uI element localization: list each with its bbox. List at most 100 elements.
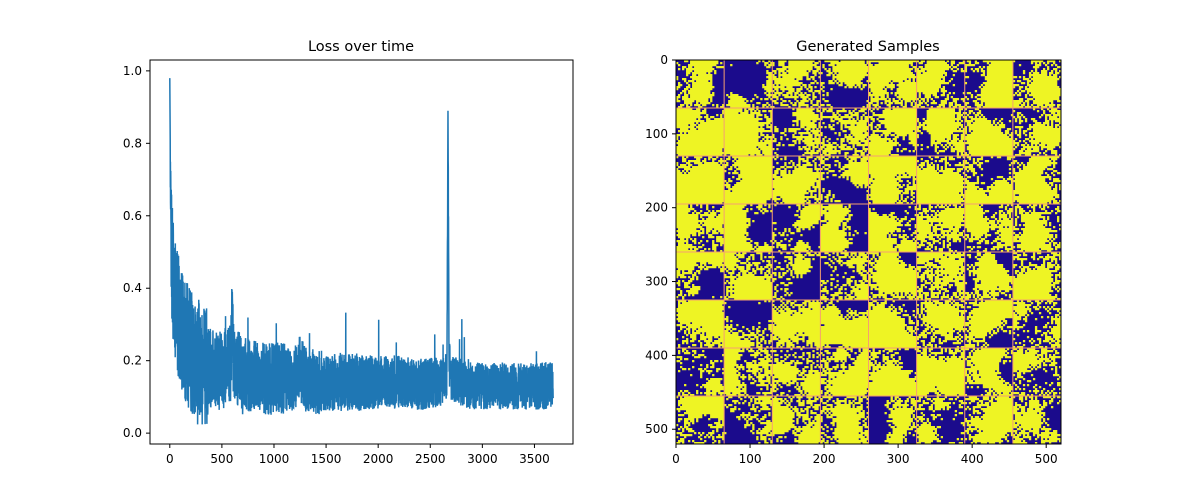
sample-tile [724, 300, 773, 349]
sample-tile-fill [1012, 204, 1062, 253]
sample-tile-fill [676, 252, 725, 301]
sample-tile [676, 108, 725, 157]
sample-tile-fill [772, 252, 821, 301]
sample-tile [724, 108, 773, 157]
sample-tile-fill [726, 60, 773, 109]
sample-tile-fill [724, 348, 773, 397]
x-tick-label: 0 [166, 452, 174, 466]
sample-tile [820, 396, 869, 445]
sample-tile [964, 204, 1014, 253]
x-tick-label: 2000 [363, 452, 394, 466]
sample-tile-fill [868, 108, 917, 157]
sample-tile [916, 156, 966, 205]
sample-tile [868, 108, 917, 157]
y-tick-label: 400 [645, 348, 668, 362]
x-tick-label: 1000 [259, 452, 290, 466]
loss-x-axis: 0 500 1000 1500 2000 2500 3000 3500 [166, 444, 550, 466]
sample-tile-fill [820, 204, 867, 253]
sample-tile [724, 204, 773, 253]
sample-tile [820, 348, 869, 397]
y-tick-label: 500 [645, 422, 668, 436]
sample-tile [1012, 300, 1062, 349]
sample-tile [772, 300, 821, 349]
loss-chart: Loss over time 0 500 1000 1500 2000 2500 3000 3… [123, 39, 574, 466]
sample-tile-fill [868, 156, 917, 205]
sample-tile [676, 204, 725, 253]
sample-tile-fill [964, 60, 1014, 109]
sample-tile-fill [964, 204, 1014, 253]
sample-tile-fill [676, 300, 725, 349]
samples-chart: Generated Samples 0 100 200 300 400 500 0 100 2… [645, 39, 1062, 466]
sample-tile-fill [820, 156, 869, 203]
sample-tile-fill [820, 108, 869, 157]
sample-tile [820, 108, 869, 157]
sample-tile-fill [916, 108, 966, 157]
sample-tile [772, 252, 821, 301]
sample-tile-fill [820, 348, 869, 397]
sample-tile [916, 204, 966, 253]
sample-tile [820, 300, 869, 349]
sample-tile-fill [964, 108, 1014, 157]
loss-chart-title: Loss over time [308, 39, 414, 55]
sample-tile-fill [724, 300, 773, 349]
sample-tile-fill [820, 60, 869, 109]
sample-tile [964, 252, 1014, 301]
sample-tile-fill [964, 300, 1014, 349]
x-tick-label: 300 [887, 452, 910, 466]
x-tick-label: 400 [961, 452, 984, 466]
loss-y-axis: 0.0 0.2 0.4 0.6 0.8 1.0 [123, 64, 150, 440]
sample-tile-fill [772, 396, 821, 445]
sample-tile [726, 60, 773, 109]
sample-tile-fill [868, 206, 917, 253]
sample-tile [1012, 348, 1062, 397]
sample-tile [964, 60, 1014, 109]
sample-tile-fill [820, 300, 869, 349]
sample-tile-fill [772, 108, 821, 157]
sample-tile [916, 60, 966, 109]
sample-tile-fill [916, 252, 966, 301]
sample-tile [964, 156, 1014, 205]
sample-tile-fill [820, 252, 869, 301]
sample-tile-fill [868, 300, 917, 349]
x-tick-label: 500 [1035, 452, 1058, 466]
sample-tile [772, 204, 821, 253]
sample-tile [676, 396, 725, 445]
sample-tile-fill [964, 252, 1014, 301]
sample-tile-fill [724, 396, 773, 445]
sample-tile-fill [820, 396, 869, 445]
sample-tile [964, 108, 1014, 157]
sample-tile [916, 348, 966, 397]
sample-tile-fill [884, 396, 917, 445]
y-tick-label: 0.6 [123, 209, 142, 223]
sample-tile [724, 156, 773, 205]
sample-tile [964, 396, 1014, 445]
sample-tile-fill [868, 60, 917, 109]
sample-tile-fill [964, 348, 1014, 397]
x-tick-label: 1500 [311, 452, 342, 466]
samples-image [676, 60, 1062, 445]
x-tick-label: 2500 [415, 452, 446, 466]
sample-tile [772, 396, 821, 445]
sample-tile-fill [772, 300, 821, 349]
sample-tile-fill [916, 156, 966, 205]
sample-tile-fill [1012, 300, 1062, 349]
y-tick-label: 200 [645, 201, 668, 215]
sample-tile-fill [1012, 348, 1062, 397]
sample-tile [772, 60, 821, 109]
sample-tile [820, 60, 869, 109]
sample-tile-fill [1012, 60, 1062, 109]
sample-tile-fill [676, 156, 725, 205]
loss-axes-frame [149, 59, 574, 445]
sample-tile-fill [916, 348, 966, 397]
sample-tile-fill [868, 348, 917, 397]
sample-tile-fill [868, 252, 917, 301]
sample-tile-fill [724, 204, 773, 253]
y-tick-label: 0.8 [123, 136, 142, 150]
loss-plot-area [169, 78, 554, 425]
sample-tile [868, 300, 917, 349]
x-tick-label: 0 [672, 452, 680, 466]
sample-tile [916, 300, 966, 349]
y-tick-label: 0.4 [123, 281, 142, 295]
y-tick-label: 0 [660, 53, 668, 67]
